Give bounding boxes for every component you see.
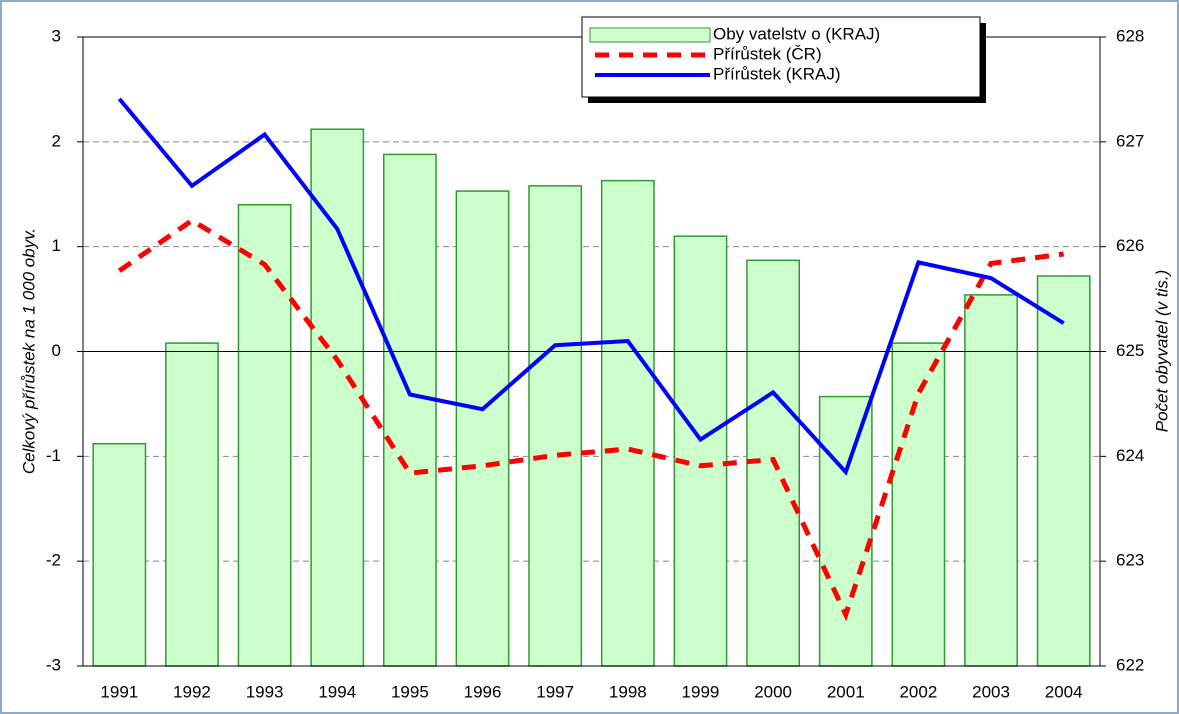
y2-axis-label: Počet obyvatel (v tis.)	[1152, 270, 1171, 433]
y-tick-label: -3	[46, 655, 61, 674]
y2-tick-label: 622	[1116, 655, 1144, 674]
legend-label: Přírůstek (KRAJ)	[713, 64, 841, 83]
bar	[528, 185, 583, 667]
x-tick-label: 2003	[972, 682, 1010, 701]
x-tick-label: 1994	[318, 682, 356, 701]
bar	[964, 294, 1018, 667]
line	[117, 97, 1065, 476]
y-tick-label: -1	[46, 446, 61, 465]
bar	[818, 395, 873, 667]
y-tick-label: 2	[52, 131, 61, 150]
bar	[1036, 275, 1091, 667]
y2-tick-label: 623	[1116, 551, 1144, 570]
bar	[455, 190, 510, 667]
bar	[673, 235, 728, 667]
legend-swatch	[589, 27, 711, 43]
line-dashed	[117, 217, 1065, 622]
legend-label: Oby vatelstv o (KRAJ)	[713, 24, 880, 43]
y-tick-label: 1	[52, 236, 61, 255]
x-tick-label: 1992	[173, 682, 211, 701]
bar	[92, 443, 147, 667]
legend-label: Přírůstek (ČR)	[713, 44, 822, 63]
bar	[600, 179, 655, 667]
bar	[237, 203, 292, 667]
y2-tick-label: 627	[1116, 131, 1144, 150]
x-tick-label: 2002	[899, 682, 937, 701]
x-tick-label: 2000	[754, 682, 792, 701]
y-tick-label: -2	[46, 551, 61, 570]
x-tick-label: 2004	[1045, 682, 1083, 701]
y2-tick-label: 624	[1116, 446, 1144, 465]
x-tick-label: 1995	[391, 682, 429, 701]
y-axis-label: Celkový přírůstek na 1 000 obyv.	[19, 228, 38, 474]
x-tick-label: 1993	[246, 682, 284, 701]
x-tick-label: 1991	[100, 682, 138, 701]
bar	[891, 342, 946, 667]
x-tick-label: 1996	[464, 682, 502, 701]
x-tick-label: 2001	[827, 682, 865, 701]
bar	[165, 342, 219, 667]
y2-tick-label: 625	[1116, 341, 1144, 360]
x-tick-label: 1997	[536, 682, 574, 701]
y2-tick-label: 626	[1116, 236, 1144, 255]
bar	[310, 128, 365, 667]
y-tick-label: 3	[52, 26, 61, 45]
x-tick-label: 1998	[609, 682, 647, 701]
x-tick-label: 1999	[682, 682, 720, 701]
y-tick-label: 0	[52, 341, 61, 360]
y2-tick-label: 628	[1116, 26, 1144, 45]
bar	[382, 153, 437, 667]
